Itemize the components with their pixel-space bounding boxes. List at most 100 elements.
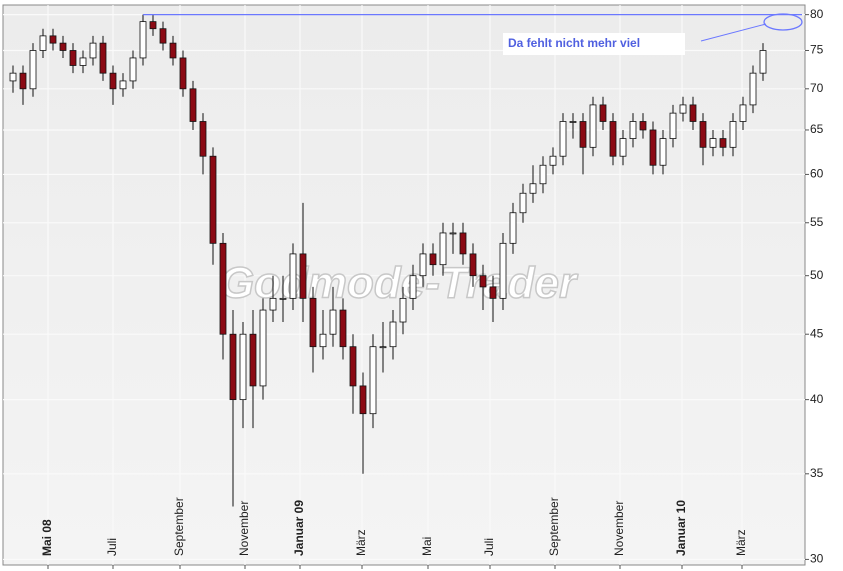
candle-body (659, 138, 667, 166)
candle-body (479, 275, 487, 288)
x-tick-label: September (172, 497, 186, 556)
candle-body (509, 212, 517, 244)
y-tick-label: 80 (810, 7, 824, 21)
candle-body (339, 309, 347, 348)
y-tick-label: 60 (810, 167, 824, 181)
x-tick-label: Mai 08 (40, 519, 54, 556)
candle-body (639, 121, 647, 131)
y-tick-label: 45 (810, 326, 824, 340)
candle-body (499, 242, 507, 299)
candle-body (399, 297, 407, 323)
candle-body (539, 164, 547, 185)
y-tick-label: 75 (810, 43, 824, 57)
candle-body (689, 104, 697, 122)
y-tick-label: 50 (810, 268, 824, 282)
candle-body (189, 88, 197, 122)
candle-body (449, 232, 457, 235)
candle-body (119, 80, 127, 90)
candle-body (69, 50, 77, 66)
y-tick-label: 30 (810, 552, 824, 566)
candle-body (719, 138, 727, 148)
candle-body (99, 42, 107, 74)
candle-body (289, 253, 297, 299)
candle-body (129, 57, 137, 82)
x-tick-label: Januar 09 (292, 500, 306, 556)
x-tick-label: März (734, 529, 748, 556)
candle-body (619, 138, 627, 157)
plot-area (2, 4, 806, 566)
candle-body (739, 104, 747, 122)
candle-body (389, 321, 397, 348)
x-tick-label: Januar 10 (674, 500, 688, 556)
candle-body (489, 286, 497, 299)
candle-body (199, 121, 207, 157)
candle-body (89, 42, 97, 59)
candle-body (559, 121, 567, 157)
candle-body (269, 297, 277, 311)
candle-body (649, 129, 657, 166)
x-tick-label: November (612, 501, 626, 556)
candle-body (79, 57, 87, 66)
candle-body (679, 104, 687, 114)
candle-body (529, 183, 537, 194)
candle-body (279, 297, 287, 300)
candle-body (249, 333, 257, 387)
candle-body (699, 121, 707, 148)
candle-body (379, 346, 387, 349)
candle-body (459, 232, 467, 255)
candle-body (9, 72, 17, 82)
x-tick-label: September (547, 497, 561, 556)
candle-body (589, 104, 597, 148)
candle-body (39, 35, 47, 51)
candle-body (309, 297, 317, 348)
candle-body (259, 309, 267, 387)
candle-body (429, 253, 437, 266)
candle-body (159, 28, 167, 44)
candle-body (19, 72, 27, 90)
annotation-box (503, 33, 685, 55)
candle-body (329, 309, 337, 335)
candle-body (549, 155, 557, 166)
candle-body (469, 253, 477, 277)
candle-body (669, 112, 677, 139)
candle-body (209, 155, 217, 244)
x-tick-label: Juli (105, 538, 119, 556)
candle-body (359, 385, 367, 415)
candle-body (59, 42, 67, 51)
candle-body (729, 121, 737, 148)
candle-body (319, 333, 327, 348)
candle-body (299, 253, 307, 299)
candle-body (229, 333, 237, 401)
x-tick-label: Juli (482, 538, 496, 556)
candle-body (439, 232, 447, 266)
y-tick-label: 70 (810, 81, 824, 95)
candle-body (709, 138, 717, 148)
candle-body (169, 42, 177, 59)
candle-body (419, 253, 427, 277)
candle-body (759, 50, 767, 74)
candle-body (599, 104, 607, 122)
candle-body (29, 50, 37, 90)
candle-body (579, 121, 587, 148)
candle-body (109, 72, 117, 90)
candle-body (569, 121, 577, 123)
y-tick-label: 40 (810, 392, 824, 406)
candle-body (409, 275, 417, 299)
y-tick-label: 65 (810, 122, 824, 136)
annotation: Da fehlt nicht mehr viel (508, 36, 640, 50)
candle-body (609, 121, 617, 157)
candle-body (179, 57, 187, 90)
x-tick-label: März (354, 529, 368, 556)
y-tick-label: 55 (810, 215, 824, 229)
candle-body (239, 333, 247, 401)
candle-body (49, 35, 57, 44)
y-tick-label: 35 (810, 466, 824, 480)
candle-body (749, 72, 757, 106)
x-tick-label: Mai (420, 537, 434, 556)
watermark: Godmode-Trader (220, 259, 579, 308)
x-tick-label: November (237, 501, 251, 556)
candle-body (219, 242, 227, 335)
candle-body (149, 21, 157, 30)
candle-body (629, 121, 637, 139)
